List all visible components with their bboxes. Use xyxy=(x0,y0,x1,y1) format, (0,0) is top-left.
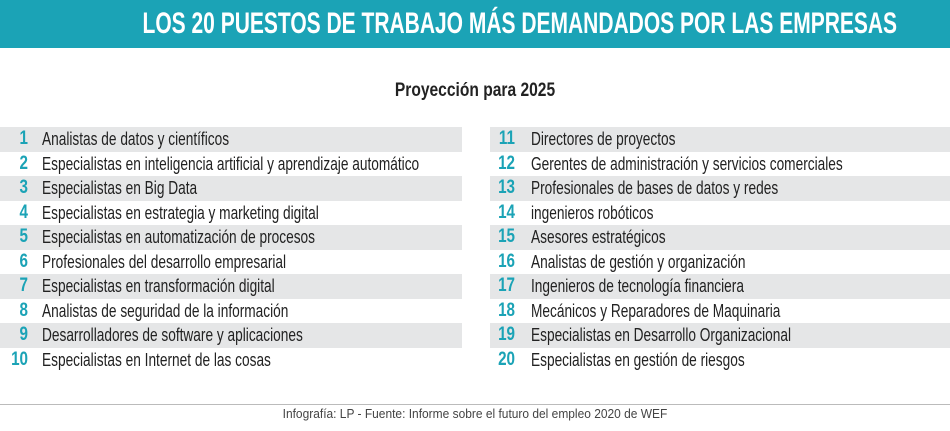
rank-number: 17 xyxy=(498,275,515,296)
rank-number: 20 xyxy=(498,348,515,370)
list-row: 18 Mecánicos y Reparadores de Maquinaria xyxy=(490,299,950,324)
footer-rule xyxy=(0,404,950,405)
rank-number: 13 xyxy=(498,177,515,198)
rank-number: 15 xyxy=(498,226,515,247)
list-row: 9 Desarrolladores de software y aplicacio… xyxy=(0,323,462,348)
list-row: 1 Analistas de datos y científicos xyxy=(0,127,462,152)
rank-number: 11 xyxy=(498,128,515,149)
rank-number: 3 xyxy=(19,177,28,198)
job-title: Desarrolladores de software y aplicacion… xyxy=(42,325,303,345)
header-bar: LOS 20 PUESTOS DE TRABAJO MÁS DEMANDADOS… xyxy=(0,0,950,48)
list-row: 11 Directores de proyectos xyxy=(490,127,950,152)
list-row: 5 Especialistas en automatización de proc… xyxy=(0,225,462,250)
job-title: Analistas de seguridad de la información xyxy=(42,300,289,321)
list-row: 20 Especialistas en gestión de riesgos xyxy=(490,348,950,373)
job-title: Especialistas en Big Data xyxy=(42,178,198,198)
rank-number: 19 xyxy=(498,324,515,345)
rank-number: 9 xyxy=(19,324,28,345)
job-title: Mecánicos y Reparadores de Maquinaria xyxy=(531,300,781,321)
source-note: Infografía: LP - Fuente: Informe sobre e… xyxy=(282,406,668,421)
rank-number: 12 xyxy=(498,152,515,174)
job-title: Analistas de gestión y organización xyxy=(531,251,746,272)
job-title: Profesionales del desarrollo empresarial xyxy=(42,251,287,272)
list-row: 7 Especialistas en transformación digital xyxy=(0,274,462,299)
subtitle: Proyección para 2025 xyxy=(394,80,556,101)
list-row: 15 Asesores estratégicos xyxy=(490,225,950,250)
rank-number: 1 xyxy=(19,128,28,149)
list-row: 12 Gerentes de administración y servicios… xyxy=(490,152,950,177)
job-title: Especialistas en gestión de riesgos xyxy=(531,349,745,370)
job-title: Especialistas en inteligencia artificial… xyxy=(42,153,420,174)
list-row: 13 Profesionales de bases de datos y rede… xyxy=(490,176,950,201)
list-row: 16 Analistas de gestión y organización xyxy=(490,250,950,275)
job-title: ingenieros robóticos xyxy=(531,202,654,223)
rank-number: 18 xyxy=(498,299,515,321)
rank-number: 10 xyxy=(11,348,28,370)
list-row: 10 Especialistas en Internet de las cosas xyxy=(0,348,462,373)
list-row: 2 Especialistas en inteligencia artificia… xyxy=(0,152,462,177)
job-title: Directores de proyectos xyxy=(531,129,676,149)
list-row: 14 ingenieros robóticos xyxy=(490,201,950,226)
job-title: Especialistas en Desarrollo Organizacion… xyxy=(531,325,792,345)
rank-number: 7 xyxy=(19,275,28,296)
rank-number: 14 xyxy=(498,201,515,223)
job-title: Especialistas en automatización de proce… xyxy=(42,227,315,247)
title: LOS 20 PUESTOS DE TRABAJO MÁS DEMANDADOS… xyxy=(142,7,898,40)
list-row: 17 Ingenieros de tecnología financiera xyxy=(490,274,950,299)
list-row: 3 Especialistas en Big Data xyxy=(0,176,462,201)
list-row: 4 Especialistas en estrategia y marketing… xyxy=(0,201,462,226)
rank-number: 16 xyxy=(498,250,515,272)
rank-number: 5 xyxy=(19,226,28,247)
job-title: Especialistas en estrategia y marketing … xyxy=(42,202,319,223)
job-title: Especialistas en transformación digital xyxy=(42,276,275,296)
rank-number: 6 xyxy=(19,250,28,272)
rank-number: 2 xyxy=(19,152,28,174)
job-title: Profesionales de bases de datos y redes xyxy=(531,178,779,198)
list-row: 19 Especialistas en Desarrollo Organizaci… xyxy=(490,323,950,348)
job-title: Analistas de datos y científicos xyxy=(42,129,230,149)
rank-number: 4 xyxy=(19,201,28,223)
job-title: Gerentes de administración y servicios c… xyxy=(531,153,843,174)
job-title: Asesores estratégicos xyxy=(531,227,666,247)
list-row: 8 Analistas de seguridad de la informació… xyxy=(0,299,462,324)
rank-number: 8 xyxy=(19,299,28,321)
list-row: 6 Profesionales del desarrollo empresaria… xyxy=(0,250,462,275)
job-title: Ingenieros de tecnología financiera xyxy=(531,276,744,296)
job-title: Especialistas en Internet de las cosas xyxy=(42,349,271,370)
